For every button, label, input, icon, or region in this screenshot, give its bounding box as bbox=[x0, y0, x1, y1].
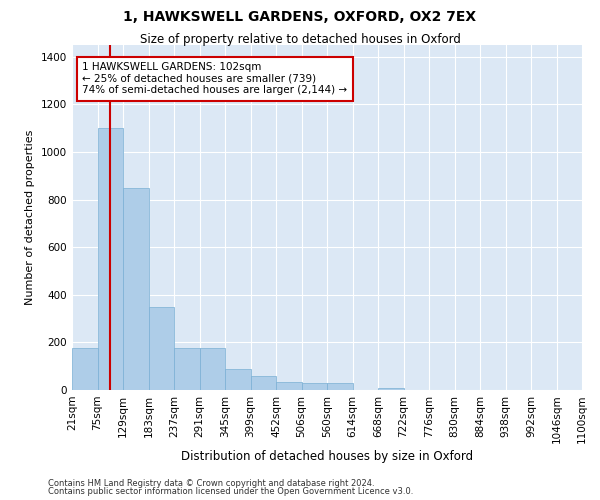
Y-axis label: Number of detached properties: Number of detached properties bbox=[25, 130, 35, 305]
Text: Contains HM Land Registry data © Crown copyright and database right 2024.: Contains HM Land Registry data © Crown c… bbox=[48, 478, 374, 488]
Bar bbox=[327, 383, 353, 390]
Bar bbox=[72, 348, 97, 390]
Bar bbox=[251, 376, 276, 390]
Bar bbox=[378, 388, 404, 390]
Text: 1, HAWKSWELL GARDENS, OXFORD, OX2 7EX: 1, HAWKSWELL GARDENS, OXFORD, OX2 7EX bbox=[124, 10, 476, 24]
Bar bbox=[149, 306, 174, 390]
Bar bbox=[123, 188, 149, 390]
Bar bbox=[97, 128, 123, 390]
Text: Contains public sector information licensed under the Open Government Licence v3: Contains public sector information licen… bbox=[48, 487, 413, 496]
Bar bbox=[225, 368, 251, 390]
X-axis label: Distribution of detached houses by size in Oxford: Distribution of detached houses by size … bbox=[181, 450, 473, 464]
Bar bbox=[174, 348, 199, 390]
Bar bbox=[276, 382, 302, 390]
Text: Size of property relative to detached houses in Oxford: Size of property relative to detached ho… bbox=[140, 32, 460, 46]
Bar bbox=[302, 383, 327, 390]
Text: 1 HAWKSWELL GARDENS: 102sqm
← 25% of detached houses are smaller (739)
74% of se: 1 HAWKSWELL GARDENS: 102sqm ← 25% of det… bbox=[82, 62, 347, 96]
Bar bbox=[199, 348, 225, 390]
